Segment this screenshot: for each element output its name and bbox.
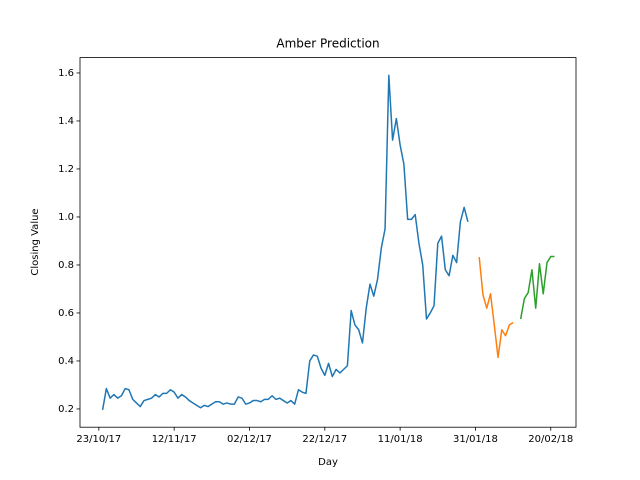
y-tick-label: 0.4 xyxy=(58,356,74,367)
line-series xyxy=(101,74,469,411)
chart-title: Amber Prediction xyxy=(276,37,379,51)
x-tick-label: 31/01/18 xyxy=(453,434,498,445)
y-tick-label: 1.6 xyxy=(58,68,74,79)
x-tick-label: 02/12/17 xyxy=(227,434,272,445)
y-tick-label: 1.2 xyxy=(58,164,74,175)
axes-frame xyxy=(79,57,577,428)
x-tick-label: 11/01/18 xyxy=(378,434,423,445)
y-tick-label: 1.0 xyxy=(58,212,74,223)
y-tick-label: 0.2 xyxy=(58,404,74,415)
x-axis-label: Day xyxy=(318,457,338,468)
y-tick-label: 0.6 xyxy=(58,308,74,319)
y-axis-label: Closing Value xyxy=(30,208,41,275)
x-tick-label: 23/10/17 xyxy=(76,434,121,445)
x-tick-label: 12/11/17 xyxy=(152,434,197,445)
plot-area xyxy=(101,74,555,411)
y-tick-label: 0.8 xyxy=(58,260,74,271)
line-series xyxy=(478,256,514,359)
y-tick-label: 1.4 xyxy=(58,116,74,127)
x-tick-label: 20/02/18 xyxy=(528,434,573,445)
x-tick-label: 22/12/17 xyxy=(302,434,347,445)
line-series xyxy=(519,255,555,320)
